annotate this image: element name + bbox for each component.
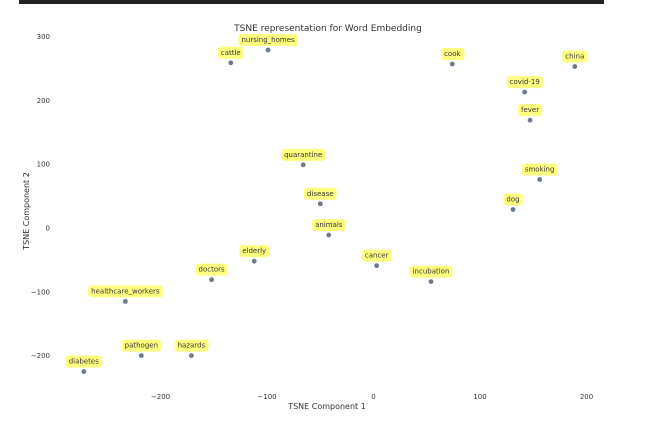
y-tick-label: 200 [37, 97, 50, 105]
scatter-point [251, 258, 257, 264]
point-label-box [503, 193, 523, 206]
point-label-box [121, 339, 162, 352]
point-label-text: elderly [242, 247, 266, 255]
point-label-box [312, 219, 346, 232]
point-label-text: hazards [178, 342, 206, 350]
point-label-box [409, 265, 453, 278]
x-axis-ticks: −200 −100 0 100 200 [151, 393, 593, 401]
point-label: pathogen [121, 339, 162, 352]
scatter-point [188, 353, 194, 358]
point-label: diabetes [65, 355, 103, 368]
y-tick-label: 300 [37, 33, 50, 41]
point-label: healthcare_workers [88, 285, 163, 298]
scatter-point [449, 61, 455, 67]
point-label-text: cattle [221, 49, 241, 57]
point-label: smoking [521, 163, 558, 176]
point-label-box [174, 339, 209, 352]
y-tick-label: 100 [37, 161, 50, 169]
point-label-text: diabetes [69, 358, 99, 366]
point-label-box [238, 33, 299, 46]
point-label: cattle [217, 46, 244, 59]
top-dark-bar [19, 0, 604, 4]
point-label-box [239, 245, 270, 258]
point-label-text: quarantine [284, 151, 322, 159]
scatter-point [138, 353, 144, 358]
scatter-point [300, 162, 306, 168]
x-tick-label: 100 [473, 393, 486, 401]
point-label: hazards [174, 339, 209, 352]
scatter-point [510, 207, 516, 212]
chart-title: TSNE representation for Word Embedding [233, 24, 422, 34]
point-label: fever [518, 104, 543, 117]
point-label: cook [441, 48, 465, 61]
scatter-point [522, 89, 528, 95]
point-label-text: china [565, 53, 584, 61]
point-label: doctors [195, 263, 229, 276]
point-label-text: dog [506, 195, 519, 203]
point-label-text: healthcare_workers [91, 287, 160, 295]
x-tick-label: 0 [371, 393, 375, 401]
point-label-box [441, 48, 465, 61]
scatter-points [81, 47, 578, 374]
scatter-point [122, 298, 128, 304]
point-label-text: smoking [525, 166, 555, 174]
point-label-box [361, 249, 392, 262]
point-label-text: doctors [199, 266, 225, 274]
point-label: incubation [409, 265, 453, 278]
y-axis-ticks: 300 200 100 0 −100 −200 [31, 33, 50, 360]
scatter-point [527, 117, 533, 123]
point-label-box [65, 355, 103, 368]
point-label-text: cancer [365, 252, 389, 260]
point-label-box [521, 163, 558, 176]
y-tick-label: 0 [46, 225, 50, 233]
y-tick-label: −200 [31, 352, 50, 360]
point-label-text: cook [444, 50, 461, 58]
scatter-point [428, 279, 434, 284]
y-tick-label: −100 [31, 288, 50, 296]
point-label-box [562, 50, 588, 63]
point-label-text: nursing_homes [241, 36, 295, 44]
x-axis-label: TSNE Component 1 [287, 402, 366, 411]
scatter-point [209, 277, 215, 283]
point-label: china [562, 50, 588, 63]
point-label: animals [312, 219, 346, 232]
point-label: disease [303, 187, 337, 200]
x-tick-label: −100 [257, 393, 276, 401]
x-tick-label: −200 [151, 393, 170, 401]
point-label-text: disease [307, 190, 334, 198]
scatter-point [228, 60, 234, 66]
point-label-box [217, 46, 244, 59]
point-label-box [518, 104, 543, 117]
point-label-box [88, 285, 163, 298]
scatter-point [374, 263, 380, 269]
point-label-text: covid-19 [510, 78, 540, 86]
scatter-point [317, 201, 323, 207]
point-label-text: pathogen [125, 342, 158, 350]
scatter-point [81, 369, 87, 374]
point-label-box [506, 76, 543, 89]
point-label: cancer [361, 249, 392, 262]
point-label-text: animals [315, 221, 343, 229]
y-axis-label: TSNE Component 2 [22, 172, 31, 251]
point-label: nursing_homes [238, 33, 299, 46]
point-label: dog [503, 193, 523, 206]
scatter-point [572, 64, 578, 69]
point-label-text: incubation [413, 268, 450, 276]
point-label-text: fever [521, 106, 539, 114]
point-label-box [195, 263, 229, 276]
point-label-box [281, 148, 326, 161]
point-label: quarantine [281, 148, 326, 161]
x-tick-label: 200 [580, 393, 593, 401]
point-label-box [303, 187, 337, 200]
scatter-point [326, 232, 332, 238]
scatter-point [537, 177, 543, 182]
point-label: elderly [239, 245, 270, 258]
point-label: covid-19 [506, 76, 543, 89]
scatter-point [265, 47, 271, 53]
